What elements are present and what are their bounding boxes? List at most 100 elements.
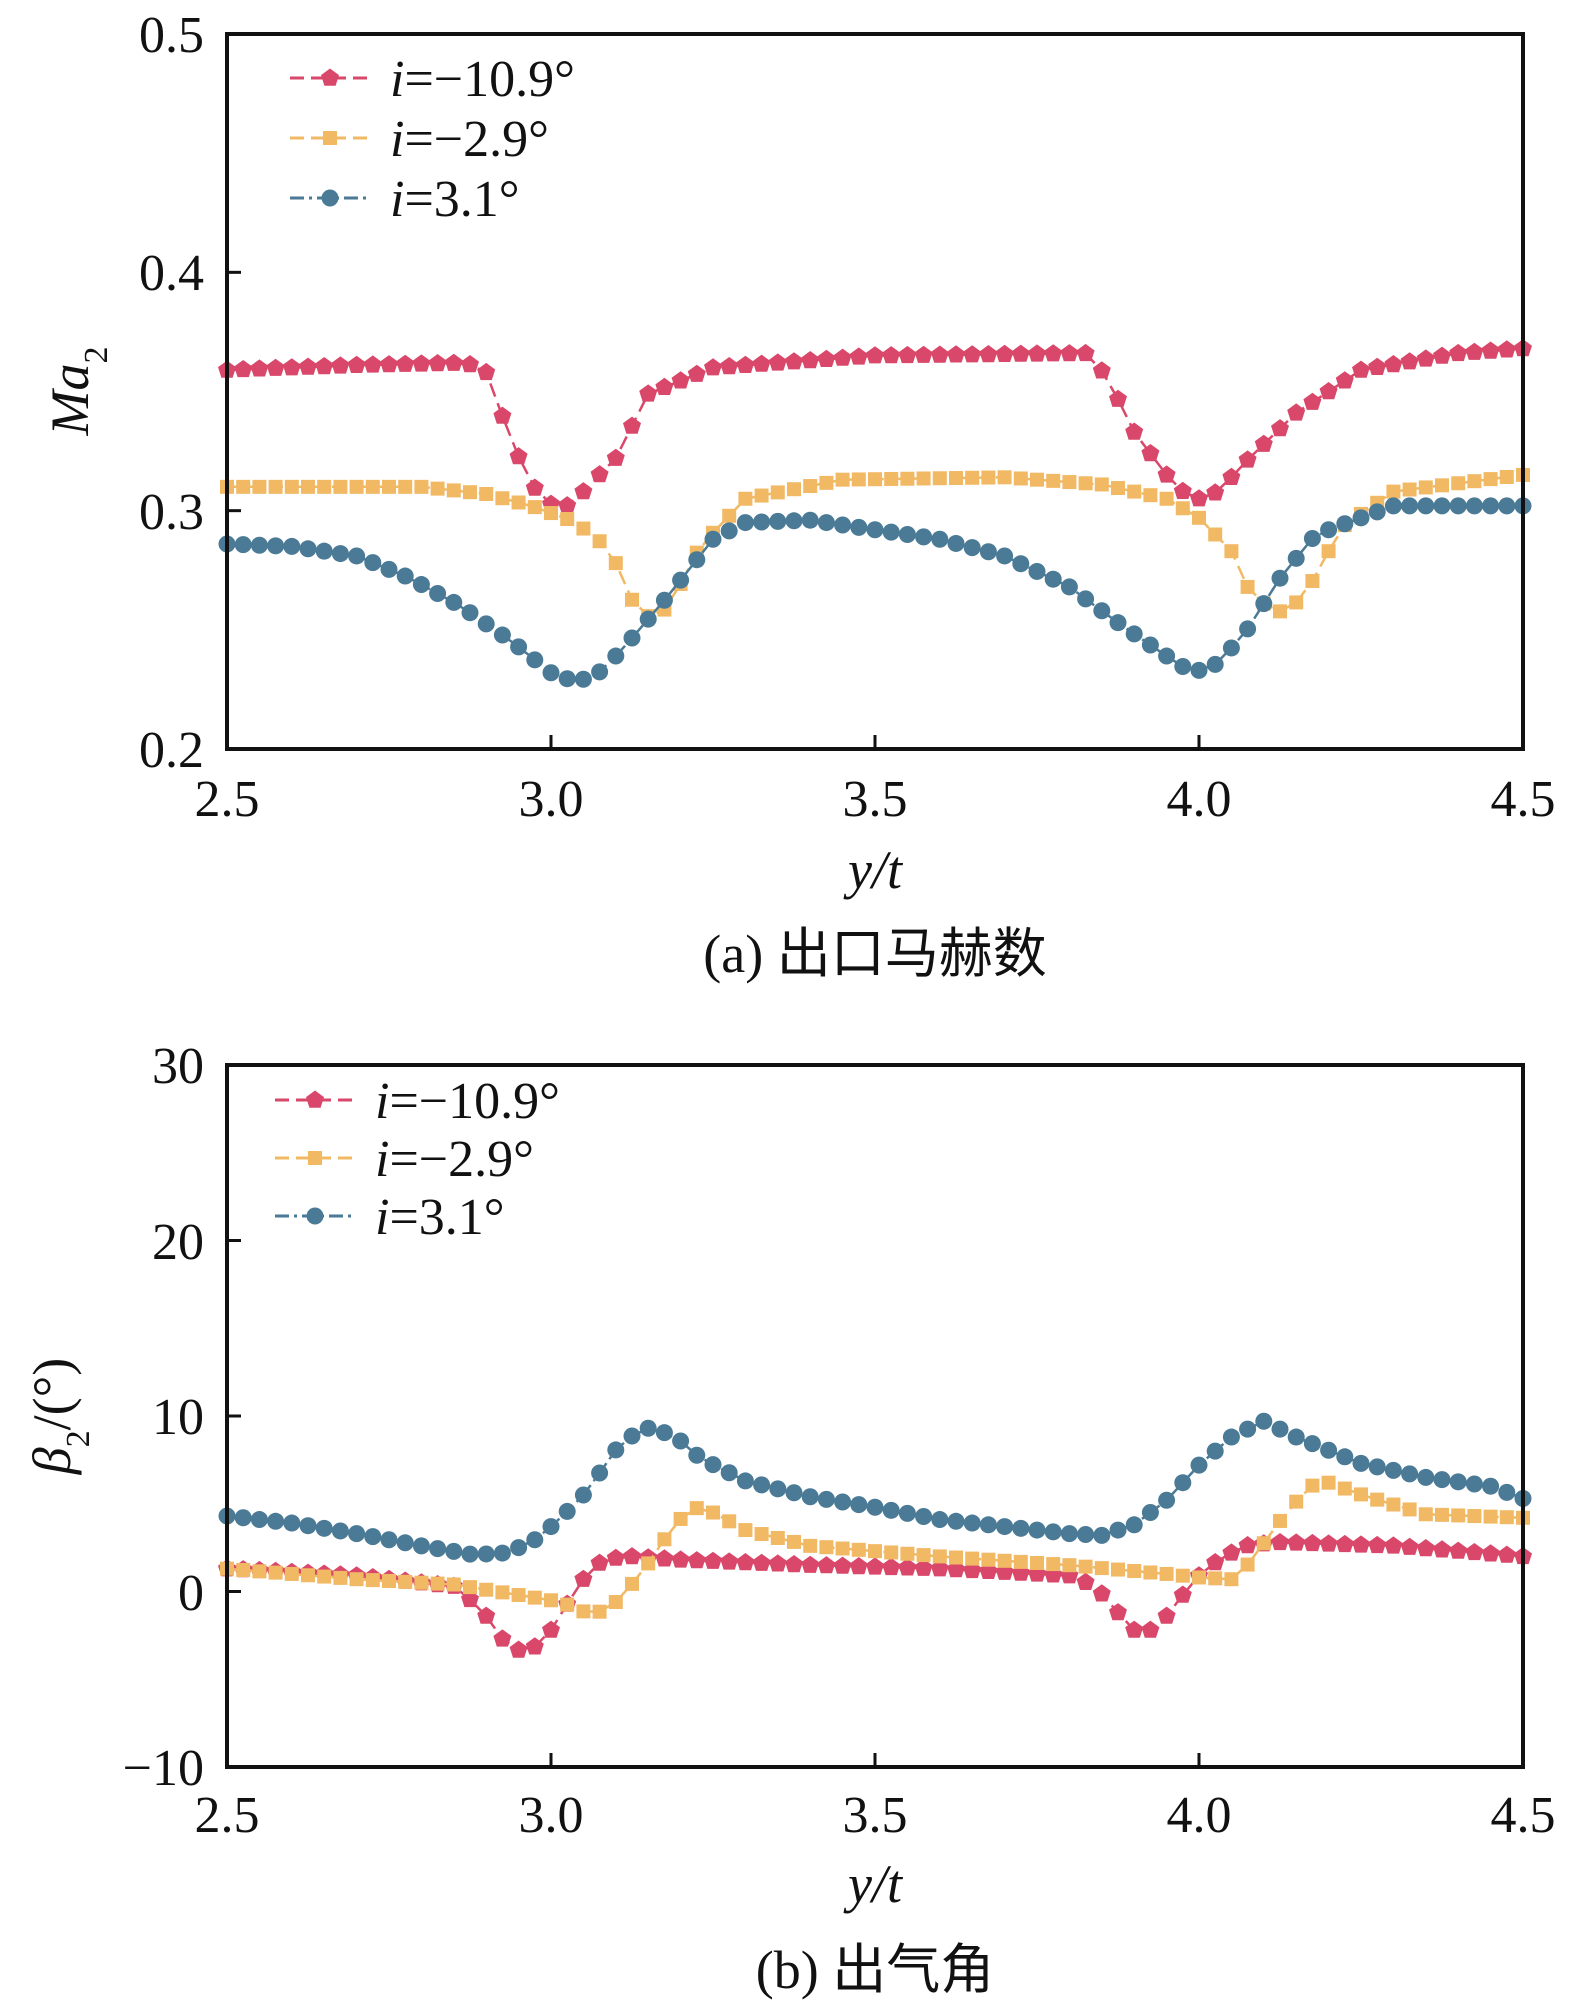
panel-b-legend-entry: i=3.1° (275, 1189, 505, 1246)
panel-b-series-3-point (850, 1496, 868, 1514)
panel-a-series-3-point (1125, 625, 1143, 643)
panel-b-ytick: 20 (152, 1214, 204, 1271)
panel-a-series-1-point (1271, 419, 1289, 437)
panel-b-series-2-point (446, 1577, 461, 1592)
panel-b-series-2-point (1435, 1507, 1449, 1522)
panel-b-series-3-point (429, 1540, 447, 1558)
panel-a-series-2-point (1159, 491, 1174, 506)
panel-a-series-3-point (1433, 497, 1451, 515)
panel-a-legend-label: i=−2.9° (390, 111, 549, 168)
panel-b-series-3-point (1222, 1428, 1240, 1446)
panel-a-series-1-point (1352, 360, 1370, 378)
panel-a-series-1-point (509, 447, 528, 465)
panel-a-series-1-point (1125, 422, 1144, 440)
panel-a-series-1-point (1109, 389, 1127, 407)
panel-b-series-2-point (317, 1569, 332, 1584)
panel-a-series-2-point (738, 491, 753, 506)
panel-b-series-3-point (1401, 1465, 1419, 1483)
panel-a-series-1-point (930, 345, 949, 363)
panel-b-series-1-point (752, 1553, 771, 1571)
panel-b-series-3-point (574, 1486, 592, 1504)
panel-b-xtick: 4.5 (1491, 1787, 1556, 1844)
panel-b-series-3-point (283, 1514, 301, 1532)
panel-a-series-3-point (1465, 497, 1483, 515)
panel-a-series-3-point (866, 521, 884, 539)
panel-a-series-1-point (363, 355, 382, 373)
panel-b-series-3-point (1482, 1477, 1500, 1495)
panel-a-series-1-point (574, 482, 593, 500)
panel-b-series-2-point (544, 1593, 558, 1608)
panel-a-series-3-point (801, 511, 819, 529)
panel-a-series-1-point (1287, 403, 1306, 421)
panel-b-series-1-point (623, 1547, 641, 1565)
panel-b-series-2-point (1111, 1562, 1125, 1577)
panel-a-series-1-point (1060, 344, 1079, 362)
panel-a-series-1-point (1206, 483, 1225, 501)
panel-b-series-3-point (331, 1522, 349, 1540)
panel-b-series-3-point (348, 1525, 366, 1543)
panel-b-series-3-point (364, 1528, 382, 1546)
panel-a-series-2-point (511, 495, 526, 510)
panel-a-series-1-point (428, 354, 447, 372)
panel-b-series-3-point (315, 1519, 333, 1537)
panel-a-series-3-point (898, 526, 916, 543)
panel-a-series-1-point (493, 406, 512, 424)
panel-b-series-3-point (1417, 1468, 1435, 1486)
panel-b-series-2-point (1273, 1513, 1287, 1528)
panel-b-series-1-point (1400, 1537, 1419, 1555)
panel-a-series-1-point (623, 416, 641, 434)
panel-a-series-3-point (947, 534, 965, 552)
panel-a-series-3-point (1012, 555, 1030, 573)
panel-b-series-2-point (1062, 1558, 1077, 1573)
panel-b-series-1-point (768, 1554, 787, 1572)
panel-a-series-2-point (900, 471, 915, 486)
panel-b-series-3-point (1093, 1526, 1111, 1544)
panel-a-legend-entry: i=3.1° (290, 171, 520, 228)
panel-a-series-3-point (558, 670, 576, 688)
panel-b-series-2-point (868, 1544, 882, 1559)
panel-b-series-2-point (1289, 1494, 1304, 1509)
panel-a-series-3-point (348, 547, 366, 565)
panel-b-series-3-point (477, 1545, 495, 1563)
panel-a-ytick: 0.3 (139, 484, 204, 541)
panel-a-series-1-point (1011, 344, 1030, 362)
panel-b-series-1-point (849, 1557, 868, 1575)
panel-b-series-2-point (1337, 1481, 1352, 1496)
panel-a-series-3-point (493, 626, 511, 644)
panel-a-series-3-point (1174, 657, 1192, 675)
panel-a-series-2-point (1386, 484, 1401, 499)
panel-a-series-1-point (444, 353, 463, 371)
panel-b-series-3-point (1271, 1420, 1289, 1438)
panel-b-ytick: −10 (123, 1740, 204, 1797)
panel-b-series-3-point (963, 1514, 981, 1532)
panel-b-series-1-point (1173, 1585, 1192, 1603)
panel-b-series-1-point (574, 1569, 593, 1587)
panel-b-series-3-point (639, 1419, 657, 1437)
panel-a-series-2-point (851, 472, 866, 487)
panel-a-series-1-point (477, 362, 496, 381)
panel-b-series-3-point (720, 1464, 738, 1482)
panel-b-series-2-point (495, 1585, 510, 1600)
panel-a-series-2-point (1192, 510, 1206, 525)
panel-a-series-1-point (1173, 481, 1192, 499)
panel-a-series-2-point (414, 479, 429, 494)
panel-b-series-2-point (819, 1540, 834, 1555)
panel-b-series-3-point (1287, 1428, 1305, 1446)
panel-b-series-1-point (736, 1553, 755, 1571)
panel-b-series-2-point (1418, 1507, 1433, 1522)
panel-b-series-2-point (1030, 1555, 1044, 1570)
panel-b-series-3-point (1109, 1521, 1127, 1539)
panel-b-series-2-point (722, 1514, 737, 1529)
panel-a-series-2-point (949, 471, 963, 486)
panel-b-series-2-point (916, 1548, 931, 1563)
panel-b-series-3-point (736, 1472, 754, 1490)
panel-b-series-2-point (1127, 1564, 1142, 1579)
panel-a-series-1-point (849, 347, 868, 365)
panel-a-series-1-point (1335, 371, 1354, 389)
panel-a-series-1-point (525, 478, 544, 496)
panel-b-series-2-point (576, 1604, 591, 1619)
panel-a-series-2-point (803, 479, 818, 494)
panel-a-series-3-point (591, 663, 609, 681)
panel-a-series-2-point (365, 479, 380, 494)
panel-a-series-1-point (606, 448, 625, 466)
